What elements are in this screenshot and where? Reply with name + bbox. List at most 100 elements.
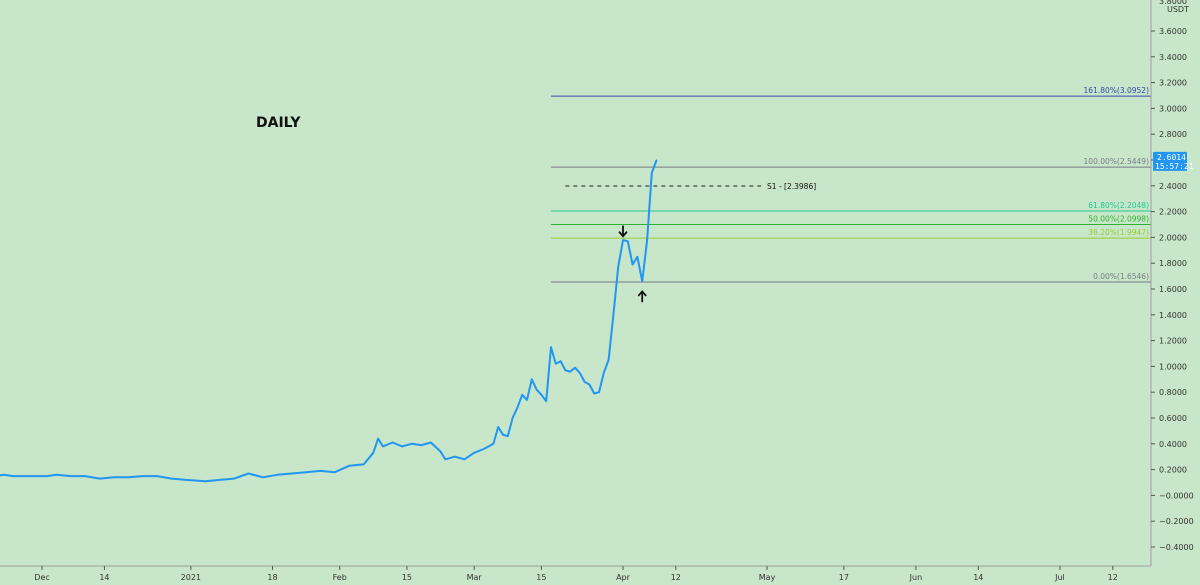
price-point xyxy=(636,256,639,258)
price-point xyxy=(334,471,336,473)
price-point xyxy=(401,445,403,447)
x-tick-label: 14 xyxy=(99,573,109,582)
price-axis[interactable]: 3.60003.40003.20003.00002.80002.60002.40… xyxy=(1151,0,1194,552)
y-tick-label: 1.6000 xyxy=(1159,285,1187,294)
x-tick-label: 14 xyxy=(973,573,983,582)
x-tick-label: Mar xyxy=(467,573,483,582)
price-point xyxy=(430,441,432,444)
fib-level-label: 61.80%(2.2048) xyxy=(1088,201,1149,210)
y-tick-label: 3.4000 xyxy=(1159,53,1187,62)
price-point xyxy=(627,240,629,242)
price-point xyxy=(348,465,350,467)
support-line[interactable]: S1 - [2.3986] xyxy=(565,182,816,191)
x-tick-label: Dec xyxy=(34,573,49,582)
price-point xyxy=(564,369,567,371)
last-price-countdown: 15:57:21 xyxy=(1155,162,1194,171)
y-tick-label: 1.8000 xyxy=(1159,259,1187,268)
price-point xyxy=(127,476,129,478)
fib-level-label: 50.00%(2.0998) xyxy=(1088,215,1149,224)
price-point xyxy=(305,471,307,473)
price-point xyxy=(55,474,58,476)
fib-level-label: 100.00%(2.5449) xyxy=(1084,157,1150,166)
price-point xyxy=(632,263,634,266)
price-point xyxy=(233,478,235,480)
price-point xyxy=(113,476,115,478)
price-point xyxy=(262,476,264,478)
price-point xyxy=(646,240,648,242)
price-point xyxy=(593,392,595,395)
price-point xyxy=(185,479,187,481)
price-point xyxy=(463,458,466,460)
y-tick-label: 3.2000 xyxy=(1159,79,1187,88)
price-point xyxy=(588,383,591,386)
price-point xyxy=(444,458,446,460)
y-tick-label: 0.8000 xyxy=(1159,388,1187,397)
price-point xyxy=(608,359,610,361)
price-point xyxy=(651,172,653,174)
price-unit: USDT xyxy=(1167,5,1189,14)
price-point xyxy=(555,363,557,365)
price-point xyxy=(439,450,442,453)
price-point xyxy=(531,378,533,380)
price-point xyxy=(276,474,278,476)
price-point xyxy=(319,470,322,472)
price-point xyxy=(550,346,552,348)
price-point xyxy=(521,394,523,396)
price-point xyxy=(641,280,643,282)
price-point xyxy=(560,360,562,362)
arrow-up-icon xyxy=(637,290,647,303)
price-point xyxy=(483,448,485,450)
y-tick-label: 1.2000 xyxy=(1159,337,1187,346)
price-point xyxy=(247,472,250,475)
price-point xyxy=(612,314,615,316)
chart-title: DAILY xyxy=(256,115,301,131)
price-point xyxy=(84,475,86,477)
price-point xyxy=(363,463,365,465)
price-point xyxy=(473,452,475,454)
price-point xyxy=(454,456,456,458)
arrow-down-icon xyxy=(618,225,628,238)
y-tick-label: 2.4000 xyxy=(1159,182,1187,191)
y-tick-label: 3.0000 xyxy=(1159,104,1187,113)
y-tick-label: 3.8000 xyxy=(1159,0,1187,6)
y-tick-label: 2.0000 xyxy=(1159,233,1187,242)
y-tick-label: 2.8000 xyxy=(1159,130,1187,139)
y-tick-label: 0.2000 xyxy=(1159,466,1187,475)
price-point xyxy=(204,480,206,482)
price-point xyxy=(536,389,538,391)
fib-level-label: 161.80%(3.0952) xyxy=(1084,86,1150,95)
y-tick-label: −0.2000 xyxy=(1159,517,1194,526)
y-tick-label: −0.4000 xyxy=(1159,543,1194,552)
x-tick-label: May xyxy=(759,573,776,582)
price-point xyxy=(574,367,576,369)
fibonacci-retracement[interactable]: 161.80%(3.0952) 100.00%(2.5449) 61.80%(2.2… xyxy=(550,86,1151,283)
x-tick-label: 12 xyxy=(671,573,681,582)
price-point xyxy=(156,475,158,477)
y-tick-label: 3.6000 xyxy=(1159,27,1187,36)
price-point xyxy=(603,372,605,374)
price-point xyxy=(291,472,293,475)
x-tick-label: Jul xyxy=(1054,573,1065,582)
x-tick-label: 15 xyxy=(402,573,412,582)
price-point xyxy=(70,475,72,477)
y-tick-label: 1.4000 xyxy=(1159,311,1187,320)
last-price-value: 2.6014 xyxy=(1157,153,1186,162)
price-point xyxy=(411,443,413,445)
x-tick-label: Apr xyxy=(616,573,631,582)
price-point xyxy=(171,478,173,480)
price-point xyxy=(579,372,581,374)
price-point xyxy=(142,475,144,477)
price-point xyxy=(622,239,624,241)
price-point xyxy=(12,475,14,477)
last-price-box xyxy=(1153,151,1187,171)
price-point xyxy=(46,475,48,477)
time-axis[interactable]: Dec 14 2021 18 Feb 15 Mar 15 Apr 12 May 17 Jun 14 Jul 1… xyxy=(34,566,1118,582)
x-tick-label: 12 xyxy=(1108,573,1118,582)
price-point xyxy=(391,441,394,444)
price-point xyxy=(545,400,547,402)
fib-level-label: 0.00%(1.6546) xyxy=(1093,272,1149,281)
price-point xyxy=(497,426,499,428)
price-point xyxy=(507,435,509,437)
price-point xyxy=(382,445,384,447)
